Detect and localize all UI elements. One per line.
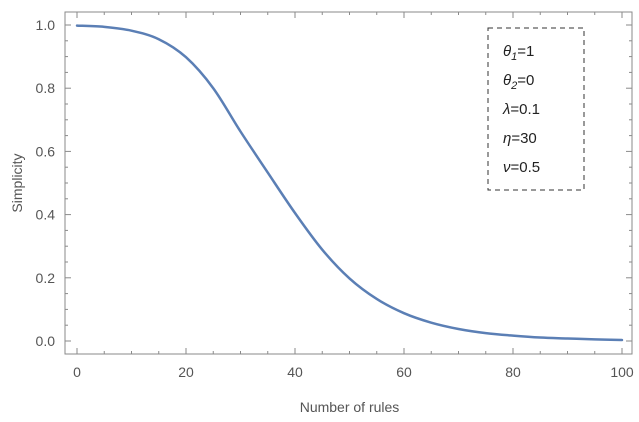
y-tick-label: 0.0: [36, 333, 56, 349]
y-axis-title: Simplicity: [9, 153, 25, 212]
x-tick-label: 60: [396, 364, 412, 380]
y-tick-label: 0.4: [36, 207, 56, 223]
y-tick-label: 0.6: [36, 143, 56, 159]
y-tick-label: 0.2: [36, 270, 56, 286]
x-tick-label: 100: [610, 364, 634, 380]
y-tick-label: 0.8: [36, 80, 56, 96]
tick-labels: 0 20 40 60 80 100 0.0 0.2 0.4 0.6 0.8 1.0: [36, 17, 634, 380]
series-line: [75, 24, 624, 342]
legend-entry: ν=0.5: [503, 159, 540, 176]
legend-entry: θ2=0: [503, 72, 534, 92]
legend-box: [487, 27, 585, 191]
series-layer: [75, 24, 624, 342]
x-tick-label: 40: [287, 364, 303, 380]
x-tick-label: 0: [73, 364, 81, 380]
x-axis-title: Number of rules: [300, 399, 400, 415]
legend-entry: λ=0.1: [502, 101, 540, 118]
y-tick-label: 1.0: [36, 17, 56, 33]
legend: θ1=1 θ2=0 λ=0.1 η=30 ν=0.5: [487, 27, 585, 191]
x-tick-label: 20: [178, 364, 194, 380]
legend-entry: θ1=1: [503, 43, 534, 63]
legend-entry: η=30: [503, 130, 537, 147]
axis-ticks: [65, 12, 632, 354]
x-tick-label: 80: [505, 364, 521, 380]
